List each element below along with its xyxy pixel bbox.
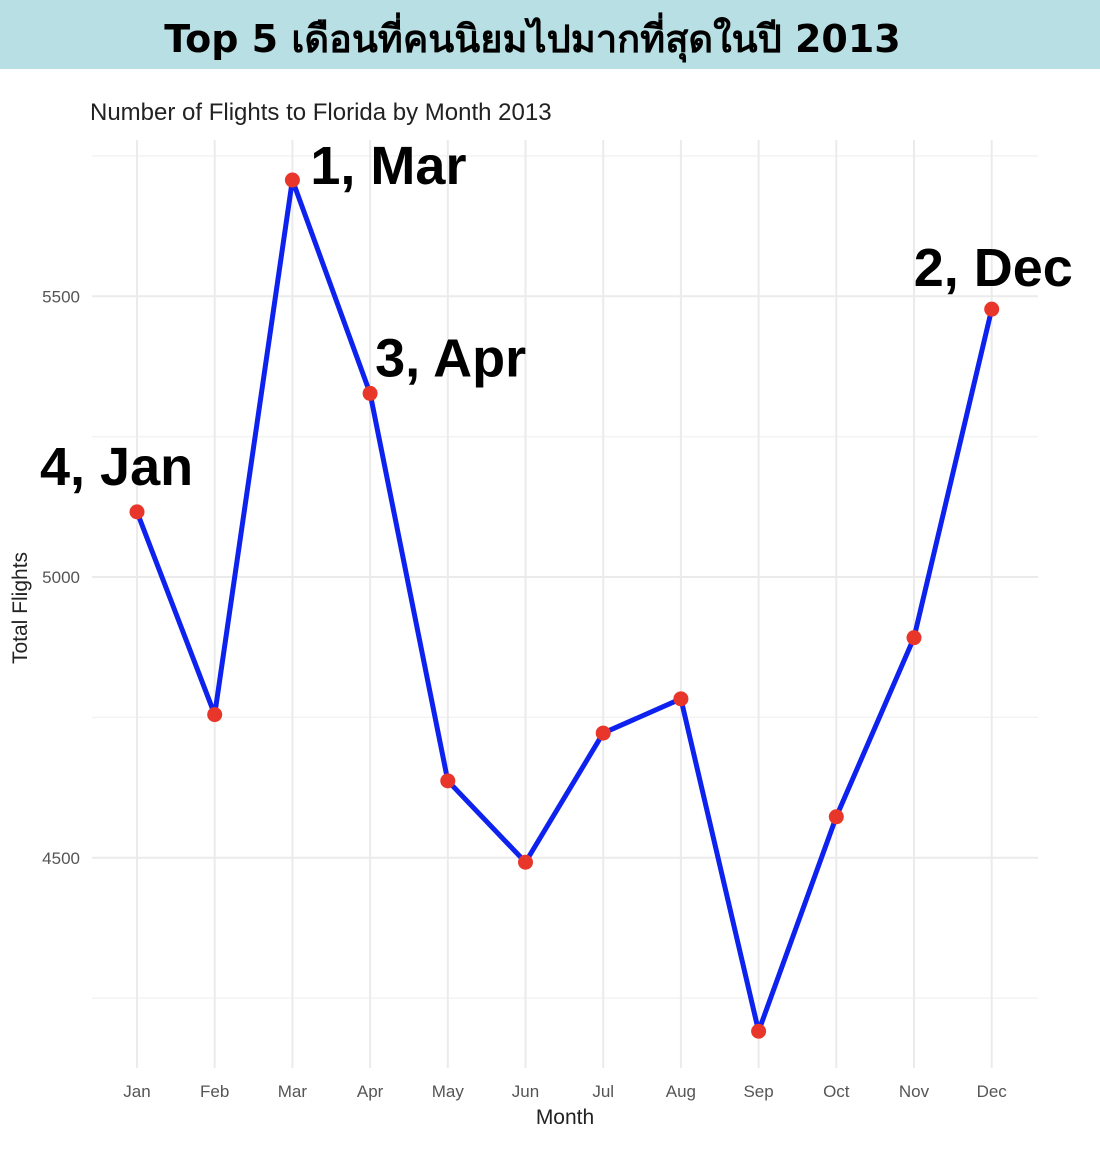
grid: [92, 140, 1038, 1068]
banner-title: Top 5 เดือนที่คนนิยมไปมากที่สุดในปี 2013: [164, 17, 901, 61]
y-tick-label: 4500: [42, 849, 80, 868]
x-tick-label: Jun: [512, 1082, 539, 1101]
data-point: [284, 172, 300, 188]
annotations: 1, Mar 2, Dec 3, Apr 4, Jan: [40, 136, 1073, 497]
data-point: [595, 725, 611, 741]
x-tick-label: Oct: [823, 1082, 850, 1101]
x-axis-label: Month: [536, 1106, 594, 1129]
data-point: [673, 691, 689, 707]
x-tick-label: Nov: [899, 1082, 930, 1101]
y-axis-label: Total Flights: [9, 552, 32, 664]
y-tick-labels: 4500 5000 5500: [42, 287, 80, 868]
x-tick-labels: Jan Feb Mar Apr May Jun Jul Aug Sep Oct Nov Dec: [123, 1082, 1007, 1101]
annotation-label: 3, Apr: [375, 328, 526, 388]
data-point: [207, 707, 223, 723]
data-point: [828, 809, 844, 825]
data-points: [129, 172, 1000, 1039]
x-tick-label: Aug: [666, 1082, 696, 1101]
x-tick-label: Mar: [278, 1082, 308, 1101]
x-tick-label: Dec: [977, 1082, 1008, 1101]
data-point: [518, 854, 533, 870]
x-tick-label: Apr: [357, 1082, 384, 1101]
x-tick-label: Feb: [200, 1082, 229, 1101]
data-point: [362, 385, 378, 401]
title-banner: Top 5 เดือนที่คนนิยมไปมากที่สุดในปี 2013: [0, 0, 1100, 69]
data-point: [440, 773, 456, 789]
x-tick-label: Jul: [592, 1082, 614, 1101]
chart-title: Number of Flights to Florida by Month 20…: [90, 99, 552, 126]
data-point: [751, 1023, 767, 1039]
x-tick-label: May: [432, 1082, 465, 1101]
data-point: [906, 630, 922, 646]
annotation-label: 1, Mar: [310, 136, 466, 196]
annotation-label: 2, Dec: [914, 238, 1073, 298]
data-point: [129, 504, 145, 520]
x-tick-label: Jan: [123, 1082, 150, 1101]
series-line: [134, 177, 995, 1034]
y-tick-label: 5000: [42, 568, 80, 587]
annotation-label: 4, Jan: [40, 437, 193, 497]
x-tick-label: Sep: [743, 1082, 773, 1101]
y-tick-label: 5500: [42, 287, 80, 306]
data-point: [984, 301, 1000, 317]
